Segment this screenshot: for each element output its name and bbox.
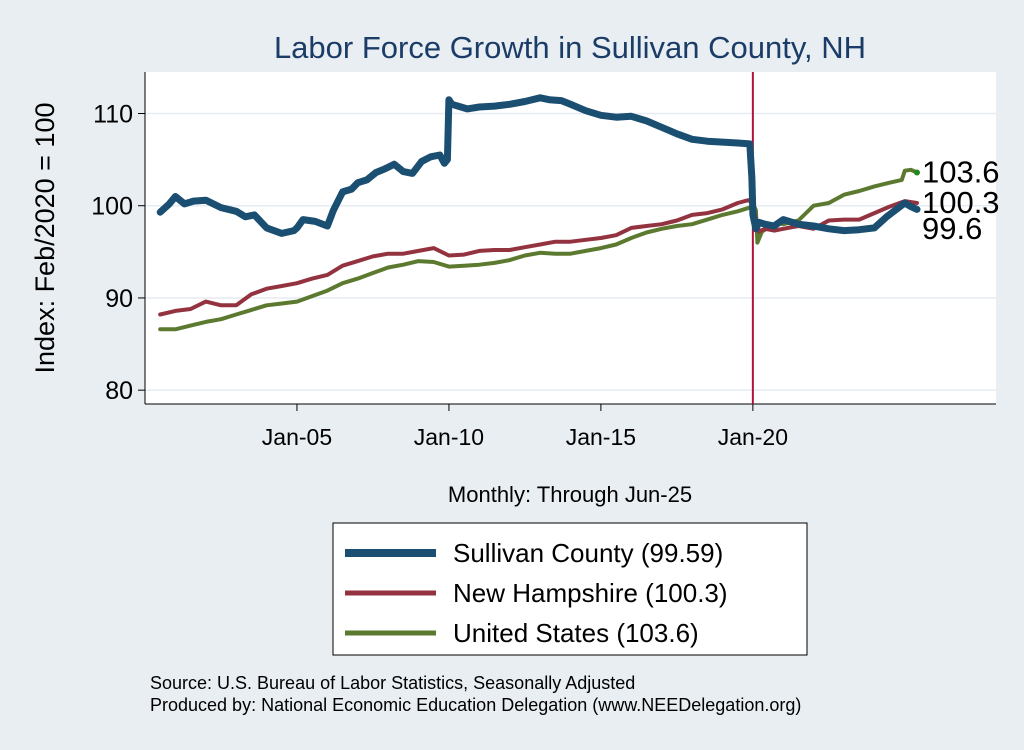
- legend-label: New Hampshire (100.3): [453, 578, 728, 608]
- x-tick-label: Jan-20: [718, 424, 788, 450]
- end-point-marker: [913, 169, 920, 176]
- series-line-sullivan-county: [156, 94, 921, 237]
- end-label: 103.6: [922, 155, 1000, 190]
- y-tick-label: 90: [105, 285, 133, 313]
- producer-note: Produced by: National Economic Education…: [150, 695, 801, 715]
- plot-area: [145, 72, 996, 404]
- end-label: 100.3: [922, 185, 1000, 220]
- series-lines: [156, 94, 921, 332]
- source-note: Source: U.S. Bureau of Labor Statistics,…: [150, 673, 635, 693]
- x-tick-label: Jan-15: [566, 424, 636, 450]
- legend: Sullivan County (99.59) New Hampshire (10…: [332, 522, 808, 656]
- legend-label: United States (103.6): [453, 618, 699, 648]
- x-tick-label: Jan-10: [414, 424, 484, 450]
- x-axis-label: Monthly: Through Jun-25: [448, 482, 692, 507]
- y-tick-label: 100: [91, 193, 133, 221]
- axes: 80 90 100 110 Jan-05 Jan-10 Jan-15 Jan-20: [91, 72, 996, 450]
- x-tick-label: Jan-05: [262, 424, 332, 450]
- y-axis-label: Index: Feb/2020 = 100: [30, 103, 60, 374]
- y-tick-label: 80: [105, 377, 133, 405]
- series-line-united-states: [158, 167, 919, 332]
- gridlines: [145, 112, 996, 391]
- series-line-new-hampshire: [158, 198, 919, 317]
- legend-label: Sullivan County (99.59): [453, 538, 723, 568]
- end-label: 99.6: [922, 211, 982, 246]
- chart-title: Labor Force Growth in Sullivan County, N…: [274, 30, 866, 65]
- y-tick-label: 110: [93, 101, 133, 129]
